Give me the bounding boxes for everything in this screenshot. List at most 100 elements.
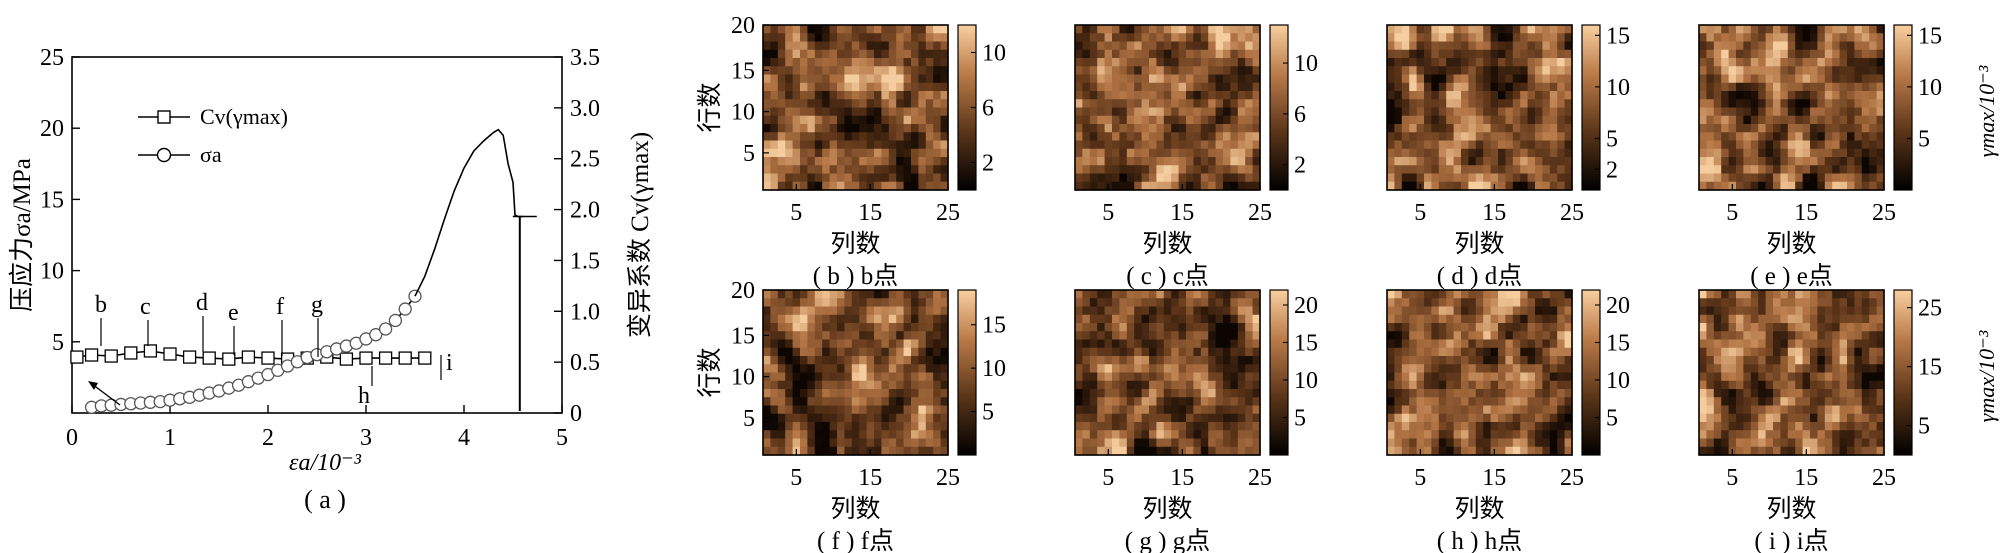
heatmap-cell bbox=[1743, 364, 1752, 374]
heatmap-cell bbox=[1736, 173, 1744, 183]
heatmap-cell bbox=[1200, 290, 1209, 299]
heatmap-cell bbox=[785, 25, 794, 34]
heatmap-cell bbox=[1736, 41, 1744, 51]
heatmap-cell bbox=[1847, 347, 1855, 357]
heatmap-cell bbox=[918, 298, 927, 308]
heatmap-cell bbox=[1200, 82, 1209, 92]
heatmap-cell bbox=[881, 446, 890, 456]
heatmap-cell bbox=[1141, 323, 1150, 332]
heatmap-cell bbox=[1490, 91, 1499, 100]
heatmap-cell bbox=[1141, 82, 1150, 92]
heatmap-cell bbox=[1490, 165, 1499, 175]
heatmap-cell bbox=[1549, 372, 1558, 382]
heatmap-cell bbox=[859, 372, 868, 382]
heatmap-cell bbox=[1780, 430, 1789, 440]
heatmap-cell bbox=[1557, 157, 1566, 166]
heatmap-cell bbox=[1824, 413, 1833, 423]
heatmap-cell bbox=[1252, 41, 1261, 51]
heatmap-caption: ( c ) c点 bbox=[1126, 262, 1209, 290]
heatmap-cell bbox=[1431, 314, 1440, 324]
heatmap-cell bbox=[1854, 413, 1863, 423]
heatmap-cell bbox=[1245, 298, 1254, 308]
heatmap-cell bbox=[859, 99, 868, 109]
heatmap-cell bbox=[1802, 91, 1811, 100]
heatmap-cell bbox=[1446, 323, 1455, 332]
heatmap-cell bbox=[1557, 430, 1566, 440]
heatmap-cell bbox=[1126, 33, 1135, 43]
heatmap-cell bbox=[1230, 157, 1239, 166]
heatmap-cell bbox=[1557, 99, 1566, 109]
heatmap-cell bbox=[903, 405, 912, 415]
heatmap-cell bbox=[1713, 438, 1722, 448]
heatmap-cell bbox=[1520, 124, 1529, 133]
heatmap-cell bbox=[1758, 173, 1767, 183]
heatmap-cell bbox=[1839, 364, 1848, 374]
heatmap-cell bbox=[1713, 173, 1722, 183]
heatmap-cell bbox=[1773, 41, 1781, 51]
heatmap-cell bbox=[1416, 405, 1425, 415]
heatmap-cell bbox=[777, 49, 786, 59]
heatmap-cell bbox=[1854, 82, 1863, 92]
heatmap-cell bbox=[1713, 49, 1722, 59]
heatmap-cell bbox=[940, 298, 949, 308]
heatmap-cell bbox=[1208, 157, 1217, 166]
heatmap-cell bbox=[859, 331, 868, 341]
heatmap-cell bbox=[1861, 389, 1870, 398]
heatmap-cell bbox=[918, 49, 927, 59]
heatmap-cell bbox=[1134, 364, 1143, 374]
heatmap-cell bbox=[1475, 99, 1484, 109]
heatmap-cell bbox=[1736, 74, 1744, 84]
heatmap-cell bbox=[1861, 66, 1870, 76]
heatmap-cell bbox=[1446, 66, 1455, 76]
x-tick-label: 3 bbox=[360, 425, 372, 451]
heatmap-cell bbox=[1409, 298, 1418, 308]
heatmap-cell bbox=[1832, 372, 1841, 382]
heatmap-cell bbox=[1699, 422, 1707, 431]
heatmap-cell bbox=[1230, 413, 1239, 423]
heatmap-caption: ( i ) i点 bbox=[1754, 527, 1828, 553]
heatmap-cell bbox=[1512, 380, 1521, 390]
heatmap-cell bbox=[859, 438, 868, 448]
heatmap-cell bbox=[896, 306, 905, 316]
heatmap-cell bbox=[1475, 413, 1484, 423]
colorbar bbox=[1581, 289, 1601, 456]
heatmap-cell bbox=[1542, 132, 1551, 142]
heatmap-cell bbox=[933, 82, 942, 92]
heatmap-cell bbox=[807, 314, 816, 324]
heatmap-cell bbox=[770, 41, 779, 51]
heatmap-cell bbox=[1141, 422, 1150, 431]
heatmap-cell bbox=[1156, 58, 1165, 67]
heatmap-cell bbox=[1876, 49, 1885, 59]
heatmap-cell bbox=[1431, 298, 1440, 308]
heatmap-cell bbox=[1387, 356, 1395, 365]
heatmap-cell bbox=[1854, 25, 1863, 34]
heatmap-cell bbox=[1424, 25, 1432, 34]
heatmap-cell bbox=[1223, 25, 1231, 34]
heatmap-cell bbox=[1817, 165, 1826, 175]
heatmap-cell bbox=[925, 157, 934, 166]
heatmap-cell bbox=[933, 347, 942, 357]
heatmap-x-tick-label: 15 bbox=[1482, 200, 1506, 226]
heatmap-cell bbox=[1208, 446, 1217, 456]
heatmap-cell bbox=[1847, 290, 1855, 299]
panel-a-caption: ( a ) bbox=[304, 485, 346, 514]
heatmap-cell bbox=[1876, 397, 1885, 407]
heatmap-cell bbox=[1200, 157, 1209, 166]
heatmap-cell bbox=[1163, 413, 1172, 423]
heatmap-cell bbox=[1097, 422, 1106, 431]
heatmap-cell bbox=[1728, 347, 1737, 357]
heatmap-cell bbox=[1869, 91, 1878, 100]
heatmap-cell bbox=[1535, 140, 1543, 150]
heatmap-cell bbox=[896, 181, 905, 191]
heatmap-cell bbox=[1475, 438, 1484, 448]
heatmap-cell bbox=[1876, 99, 1885, 109]
heatmap-cell bbox=[785, 91, 794, 100]
heatmap-cell bbox=[814, 41, 823, 51]
heatmap-cell bbox=[1817, 173, 1826, 183]
heatmap-cell bbox=[1758, 148, 1767, 158]
heatmap-cell bbox=[763, 430, 771, 440]
heatmap-cell bbox=[844, 181, 853, 191]
heatmap-cell bbox=[1765, 91, 1774, 100]
